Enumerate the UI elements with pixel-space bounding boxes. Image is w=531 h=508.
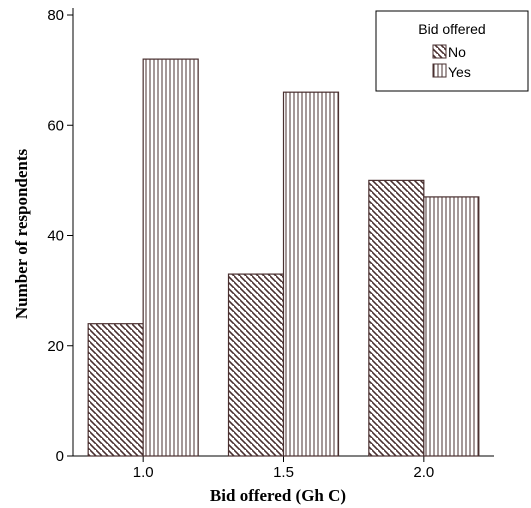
y-tick-label: 40: [47, 228, 64, 245]
legend: Bid offered No Yes: [375, 10, 529, 92]
legend-swatch-no: [432, 44, 447, 59]
legend-label-no: No: [448, 44, 466, 60]
x-axis: 1.0 1.5 2.0: [73, 455, 494, 481]
bars: [87, 58, 480, 457]
bar-yes-1.0: [142, 58, 199, 457]
y-tick-label: 80: [47, 7, 64, 24]
y-tick-label: 0: [56, 448, 64, 465]
y-tick-label: 60: [47, 117, 64, 134]
bar-yes-1.5: [282, 91, 340, 457]
legend-box: [375, 10, 529, 92]
legend-label-yes: Yes: [448, 64, 471, 80]
bar-no-2.0: [368, 179, 425, 457]
y-axis-label: Number of respondents: [12, 148, 31, 319]
x-tick-label: 1.5: [273, 464, 294, 481]
x-axis-label: Bid offered (Gh C): [210, 486, 346, 505]
bar-no-1.5: [227, 273, 285, 457]
bar-no-1.0: [87, 323, 144, 457]
y-axis: 0 20 40 60 80: [47, 7, 74, 465]
bar-yes-2.0: [423, 196, 480, 457]
x-tick-label: 2.0: [413, 464, 434, 481]
x-tick-label: 1.0: [133, 464, 154, 481]
y-tick-label: 20: [47, 338, 64, 355]
legend-swatch-yes: [432, 63, 447, 78]
legend-title: Bid offered: [418, 21, 485, 37]
